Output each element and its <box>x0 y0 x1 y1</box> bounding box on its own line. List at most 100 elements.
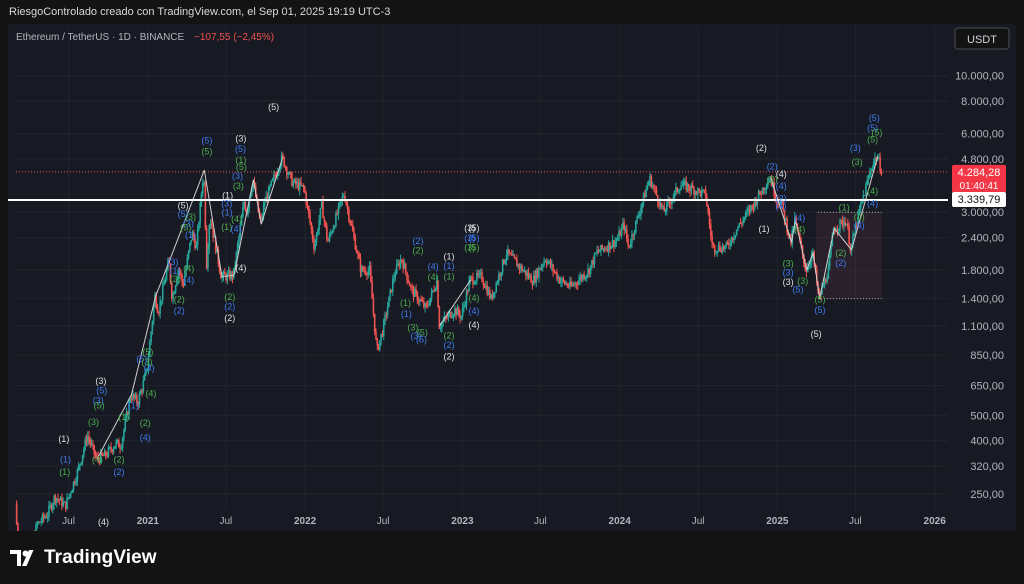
candle-body <box>404 263 407 273</box>
candle-body <box>114 446 116 449</box>
candle-body <box>779 200 782 205</box>
price-chart[interactable]: (1)(1)(1)(4)(3)(5)(3)(5)(3)(4) (2)(2)(1)(… <box>8 24 1016 531</box>
candle-body <box>486 285 488 295</box>
candle-body <box>795 217 797 224</box>
candle-body <box>286 167 288 175</box>
candle-body <box>324 221 327 227</box>
candle-body <box>442 320 445 323</box>
candle-body <box>341 196 344 201</box>
wave-line <box>819 228 835 299</box>
candle-body <box>196 229 199 246</box>
candle-body <box>821 286 823 295</box>
price-tick-label: 4.800,00 <box>961 154 1004 166</box>
candle-body <box>132 394 134 400</box>
candle-body <box>397 263 399 265</box>
candle-body <box>333 226 336 229</box>
candle-body <box>650 175 653 188</box>
wave-label: (4) <box>428 261 439 271</box>
candle-body <box>525 270 527 276</box>
candle-body <box>163 283 165 286</box>
candle-body <box>702 189 704 191</box>
candle-body <box>721 246 724 253</box>
candle-body <box>729 244 731 246</box>
candle-body <box>494 291 496 293</box>
wave-label: (3) <box>235 133 246 143</box>
candle-body <box>186 257 189 269</box>
wave-label: (5) <box>793 284 804 294</box>
candle-body <box>314 243 317 250</box>
candle-body <box>130 399 133 401</box>
candle-body <box>441 322 443 328</box>
candle-body <box>788 233 791 236</box>
candle-body <box>505 254 508 261</box>
candle-body <box>483 284 486 288</box>
candle-body <box>756 200 759 206</box>
candle-body <box>730 237 733 245</box>
candle-body <box>503 259 505 264</box>
candle-body <box>37 521 40 524</box>
candle-body <box>540 266 543 270</box>
wave-label: (1) <box>60 454 71 464</box>
time-tick-label: Jul <box>534 516 547 527</box>
candle-body <box>41 514 44 522</box>
candle-body <box>249 194 252 200</box>
candle-body <box>273 174 275 179</box>
candle-body <box>274 174 276 176</box>
wave-label: (2) <box>835 258 846 268</box>
wave-line <box>812 252 821 299</box>
currency-button[interactable]: USDT <box>954 27 1010 50</box>
level-badge: 3.339,79 <box>952 192 1006 208</box>
candle-body <box>685 180 688 191</box>
candle-body <box>86 436 89 443</box>
candle-body <box>332 228 335 233</box>
candle-body <box>439 327 442 329</box>
candle-body <box>402 260 404 269</box>
candle-body <box>717 245 720 252</box>
candle-body <box>875 157 878 161</box>
candle-body <box>64 501 67 509</box>
candle-body <box>359 258 362 273</box>
candle-body <box>242 207 244 218</box>
candle-body <box>628 244 631 247</box>
wave-label: (4) <box>775 201 786 211</box>
wave-label: (5) <box>811 329 822 339</box>
candle-body <box>871 168 874 171</box>
time-tick-label: 2022 <box>294 516 317 527</box>
candle-body <box>417 301 420 303</box>
candle-body <box>775 200 778 203</box>
candle-body <box>843 222 845 226</box>
candle-body <box>298 181 301 190</box>
candle-body <box>616 238 619 241</box>
candle-body <box>345 201 348 205</box>
candle-body <box>388 296 390 308</box>
candle-body <box>543 261 545 266</box>
wave-label: (3) <box>852 157 863 167</box>
candle-body <box>589 265 592 275</box>
candle-body <box>58 499 61 501</box>
candle-body <box>741 223 743 225</box>
candle-body <box>89 440 92 444</box>
level-badge-bg <box>952 192 1006 208</box>
candle-body <box>84 439 86 449</box>
candle-body <box>774 195 777 201</box>
candle-body <box>878 157 880 159</box>
candle-body <box>201 182 204 194</box>
candle-body <box>262 205 265 217</box>
candle-body <box>357 252 359 254</box>
candle-body <box>180 271 182 275</box>
wave-line <box>770 176 793 243</box>
candle-body <box>152 307 155 322</box>
candle-body <box>822 286 825 288</box>
candle-body <box>446 317 448 319</box>
candle-body <box>261 216 264 219</box>
candle-body <box>340 200 342 202</box>
candle-body <box>853 233 856 236</box>
wave-label: (1) <box>235 155 246 165</box>
candle-body <box>435 280 438 290</box>
candle-body <box>105 451 107 456</box>
candle-body <box>120 447 123 449</box>
wave-label: (3) <box>170 274 181 284</box>
chart-panel[interactable] <box>8 24 1016 531</box>
candle-body <box>697 188 699 195</box>
wave-label: (4) <box>867 199 878 209</box>
